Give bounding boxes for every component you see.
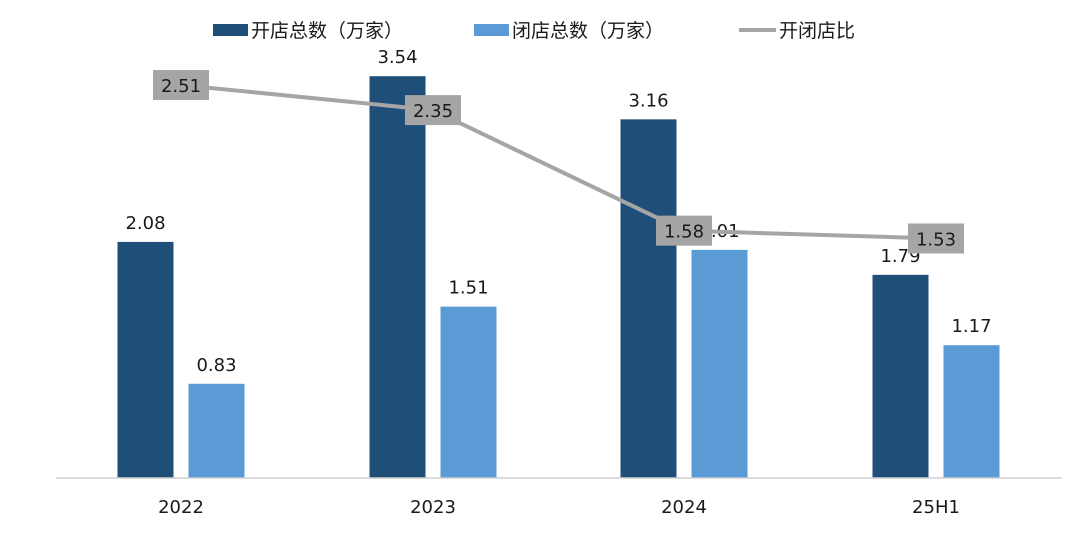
bar-close-2022 bbox=[188, 383, 245, 478]
legend-item-close-total: 闭店总数（万家） bbox=[474, 20, 664, 42]
ratio-label-box-2022 bbox=[153, 70, 209, 101]
bar-label-open-2022: 2.08 bbox=[125, 213, 165, 234]
ratio-label-2024: 1.58 bbox=[664, 222, 704, 243]
legend-item-open-total: 开店总数（万家） bbox=[213, 20, 403, 42]
x-tick-label-2024: 2024 bbox=[661, 497, 707, 518]
legend-label-ratio: 开闭店比 bbox=[779, 20, 855, 42]
legend-item-ratio: 开闭店比 bbox=[739, 20, 855, 42]
bar-open-2023 bbox=[369, 76, 426, 479]
bar-close-2024 bbox=[691, 249, 748, 478]
ratio-label-box-25H1 bbox=[908, 223, 964, 254]
ratio-line bbox=[180, 83, 937, 241]
bar-close-2023 bbox=[440, 306, 497, 478]
bar-label-open-2024: 3.16 bbox=[628, 90, 668, 111]
legend-label-close-total: 闭店总数（万家） bbox=[512, 20, 664, 42]
legend-swatch-open-total bbox=[213, 24, 248, 36]
legend: 开店总数（万家） 闭店总数（万家） 开闭店比 bbox=[213, 20, 855, 42]
bar-label-close-2022: 0.83 bbox=[196, 355, 236, 376]
bar-label-close-25H1: 1.17 bbox=[951, 316, 991, 337]
bar-close-25H1 bbox=[943, 345, 1000, 478]
ratio-label-box-2023 bbox=[405, 95, 461, 126]
ratio-label-2023: 2.35 bbox=[413, 101, 453, 122]
bar-open-2024 bbox=[620, 119, 677, 478]
bar-label-close-2023: 1.51 bbox=[448, 278, 488, 299]
bar-open-25H1 bbox=[872, 274, 929, 478]
bar-open-2022 bbox=[117, 241, 174, 478]
x-tick-label-2023: 2023 bbox=[410, 497, 456, 518]
bar-label-open-2023: 3.54 bbox=[377, 47, 417, 68]
ratio-label-25H1: 1.53 bbox=[916, 229, 956, 250]
x-tick-label-2022: 2022 bbox=[158, 497, 204, 518]
x-tick-label-25H1: 25H1 bbox=[912, 497, 960, 518]
legend-swatch-close-total bbox=[474, 24, 509, 36]
legend-label-open-total: 开店总数（万家） bbox=[251, 20, 403, 42]
ratio-label-2022: 2.51 bbox=[161, 76, 201, 97]
ratio-label-box-2024 bbox=[656, 215, 712, 246]
